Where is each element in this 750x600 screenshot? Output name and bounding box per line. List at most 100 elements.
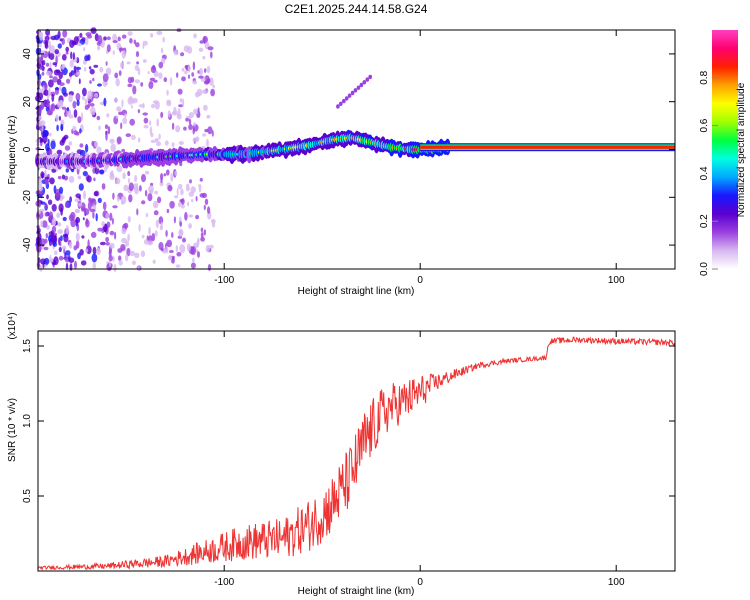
noise-speck xyxy=(137,109,141,114)
noise-speck xyxy=(206,138,209,148)
noise-speck xyxy=(76,71,81,76)
noise-speck xyxy=(210,51,213,59)
noise-speck xyxy=(157,196,162,204)
noise-speck xyxy=(76,149,83,155)
noise-speck xyxy=(175,264,181,268)
noise-speck xyxy=(195,195,198,202)
noise-speck xyxy=(83,47,86,52)
noise-speck xyxy=(74,198,80,202)
noise-speck xyxy=(118,70,122,76)
noise-speck xyxy=(97,83,102,87)
noise-speck xyxy=(92,246,97,255)
spectrogram-y-tick-label: -20 xyxy=(22,190,33,205)
noise-speck xyxy=(152,64,156,71)
noise-speck xyxy=(127,31,133,36)
noise-speck xyxy=(174,170,178,176)
snr-ticks: -100 0 100 0.5 1.0 1.5 xyxy=(22,331,675,588)
noise-speck xyxy=(196,88,203,96)
noise-speck xyxy=(49,177,55,185)
noise-speck xyxy=(59,38,63,42)
noise-speck xyxy=(204,68,207,73)
noise-speck xyxy=(195,214,200,220)
noise-speck xyxy=(156,30,163,36)
noise-speck xyxy=(59,85,62,91)
noise-speck xyxy=(171,232,174,238)
noise-speck xyxy=(105,236,109,243)
noise-speck xyxy=(199,67,204,76)
noise-speck xyxy=(57,175,62,180)
noise-speck xyxy=(48,211,54,220)
noise-speck xyxy=(78,183,84,191)
noise-speck xyxy=(49,132,52,137)
noise-speck xyxy=(120,122,123,130)
noise-speck xyxy=(199,177,203,182)
noise-speck xyxy=(122,117,128,125)
noise-speck xyxy=(118,260,123,266)
noise-speck xyxy=(121,49,126,59)
noise-speck xyxy=(173,216,176,224)
spectrogram-panel: -100 0 100 -40 -20 0 20 40 Height of straight l… xyxy=(7,27,676,297)
noise-speck xyxy=(99,169,105,174)
colorbar: 0.0 0.2 0.4 0.6 0.8 Normalized spectral ampl… xyxy=(699,30,747,276)
noise-speck xyxy=(169,200,175,209)
noise-speck xyxy=(49,75,53,79)
noise-speck xyxy=(108,255,113,262)
noise-speck xyxy=(188,74,190,79)
noise-speck xyxy=(120,244,126,251)
noise-speck xyxy=(200,236,206,242)
noise-speck xyxy=(53,185,57,194)
noise-speck xyxy=(65,46,69,53)
noise-speck xyxy=(150,132,154,138)
noise-speck xyxy=(91,141,95,146)
noise-speck xyxy=(41,124,44,132)
noise-speck xyxy=(46,98,50,108)
noise-speck xyxy=(175,125,181,133)
noise-speck xyxy=(83,67,87,72)
noise-speck xyxy=(58,255,64,261)
noise-speck xyxy=(48,79,54,88)
noise-speck xyxy=(179,221,183,227)
noise-speck xyxy=(166,208,170,214)
noise-speck xyxy=(121,227,127,235)
noise-speck xyxy=(196,239,200,248)
noise-speck xyxy=(57,30,61,39)
noise-speck xyxy=(127,76,133,84)
noise-speck xyxy=(141,234,145,239)
noise-speck xyxy=(198,185,202,193)
noise-speck xyxy=(184,211,188,221)
noise-speck xyxy=(53,256,59,266)
noise-speck xyxy=(72,52,75,61)
noise-speck xyxy=(66,107,69,112)
noise-speck xyxy=(62,136,67,141)
noise-speck xyxy=(93,177,96,182)
noise-speck xyxy=(84,143,89,153)
noise-speck xyxy=(89,80,92,84)
noise-speck xyxy=(197,251,200,258)
noise-speck xyxy=(112,192,115,200)
noise-speck xyxy=(137,67,141,76)
noise-speck xyxy=(202,89,209,95)
snr-series-line xyxy=(37,336,676,571)
noise-speck xyxy=(188,118,192,125)
noise-speck xyxy=(81,96,85,101)
noise-speck xyxy=(50,104,54,109)
noise-speck xyxy=(144,239,149,245)
spectrogram-y-tick-label: 0 xyxy=(22,146,33,152)
colorbar-gradient xyxy=(712,30,738,269)
noise-speck xyxy=(124,240,130,247)
noise-speck xyxy=(188,112,194,119)
noise-speck xyxy=(70,51,73,60)
noise-speck xyxy=(45,70,52,76)
spectrogram-ticks: -100 0 100 -40 -20 0 20 40 xyxy=(22,30,675,286)
noise-speck xyxy=(140,250,146,258)
noise-speck xyxy=(207,264,212,271)
noise-speck xyxy=(136,61,140,65)
noise-speck xyxy=(68,94,73,103)
noise-speck xyxy=(77,175,82,180)
noise-speck xyxy=(112,205,118,209)
noise-speck xyxy=(207,126,213,135)
noise-speck xyxy=(64,202,69,209)
noise-speck xyxy=(87,239,90,249)
noise-speck xyxy=(112,50,115,55)
noise-speck xyxy=(138,137,141,143)
